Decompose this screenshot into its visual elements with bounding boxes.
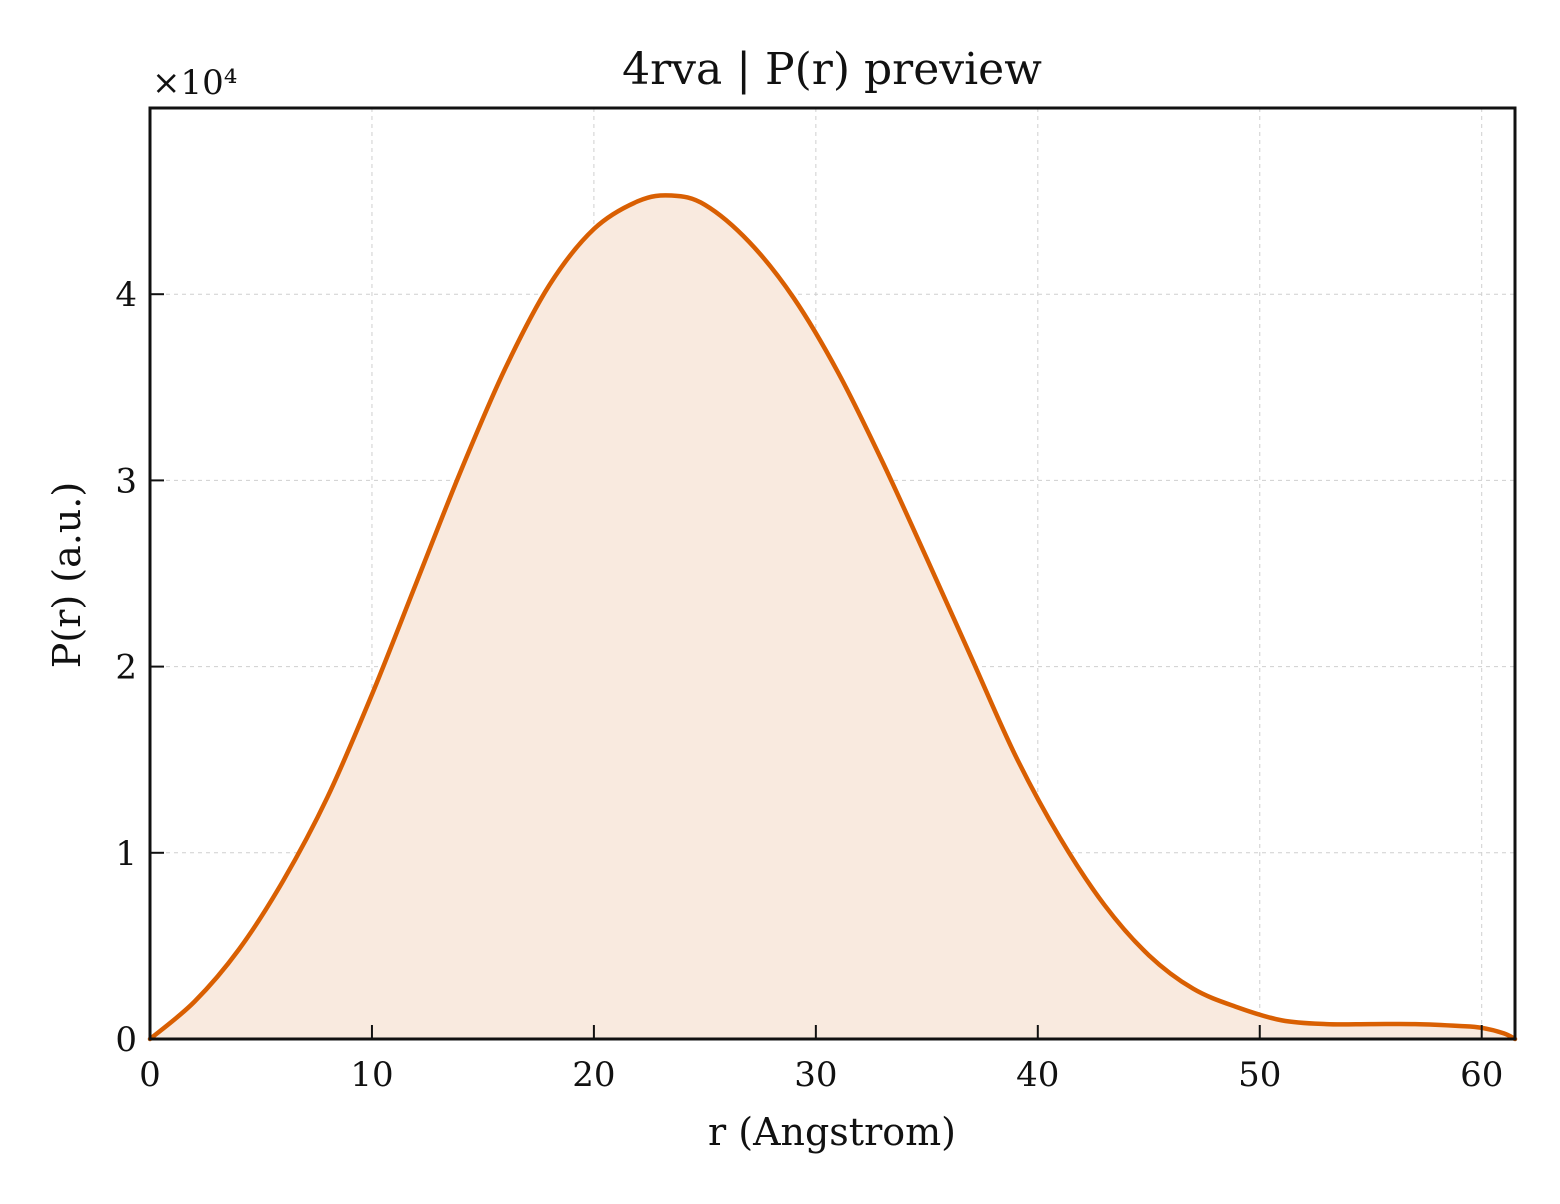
axis-ticks: 0 10 20 30 40 50 60 0 1 2 3 4 xyxy=(115,275,1503,1095)
plot-frame xyxy=(148,106,1517,1041)
y-tick-label: 1 xyxy=(115,834,137,874)
x-tick-label: 30 xyxy=(794,1055,837,1095)
series-line xyxy=(147,193,1518,1042)
y-axis-label: P(r) (a.u.) xyxy=(45,482,89,668)
x-axis-label: r (Angstrom) xyxy=(708,1110,956,1154)
x-tick-label: 50 xyxy=(1238,1055,1281,1095)
y-tick-label: 4 xyxy=(115,275,137,315)
series-area xyxy=(150,195,1515,1039)
x-tick-label: 10 xyxy=(350,1055,393,1095)
x-tick-label: 60 xyxy=(1460,1055,1503,1095)
chart-title: 4rva | P(r) preview xyxy=(622,44,1042,95)
y-tick-label: 2 xyxy=(115,648,137,688)
y-axis-multiplier: ×10⁴ xyxy=(152,63,237,103)
y-tick-label: 0 xyxy=(115,1020,137,1060)
y-tick-label: 3 xyxy=(115,461,137,501)
x-tick-label: 40 xyxy=(1016,1055,1059,1095)
x-tick-label: 0 xyxy=(139,1055,161,1095)
x-tick-label: 20 xyxy=(572,1055,615,1095)
